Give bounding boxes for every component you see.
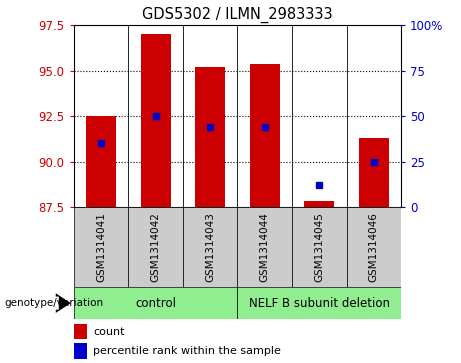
Text: GSM1314046: GSM1314046 — [369, 212, 379, 282]
Bar — [74, 343, 87, 359]
Text: count: count — [94, 327, 125, 337]
Text: genotype/variation: genotype/variation — [5, 298, 104, 308]
Bar — [292, 207, 347, 287]
Bar — [304, 201, 334, 207]
Text: GSM1314045: GSM1314045 — [314, 212, 324, 282]
Bar — [86, 116, 116, 207]
Bar — [74, 287, 237, 319]
Bar — [250, 65, 280, 207]
Bar — [141, 34, 171, 207]
Bar — [195, 67, 225, 207]
Bar — [74, 324, 87, 339]
Text: GSM1314042: GSM1314042 — [151, 212, 160, 282]
Bar — [237, 207, 292, 287]
Bar — [347, 207, 401, 287]
Text: percentile rank within the sample: percentile rank within the sample — [94, 346, 281, 356]
Bar — [359, 138, 389, 207]
Bar — [183, 207, 237, 287]
Title: GDS5302 / ILMN_2983333: GDS5302 / ILMN_2983333 — [142, 7, 333, 23]
Text: GSM1314044: GSM1314044 — [260, 212, 270, 282]
Text: GSM1314041: GSM1314041 — [96, 212, 106, 282]
FancyArrow shape — [56, 293, 71, 313]
Text: GSM1314043: GSM1314043 — [205, 212, 215, 282]
Text: control: control — [135, 297, 176, 310]
Bar — [74, 207, 128, 287]
Bar — [128, 207, 183, 287]
Bar — [237, 287, 401, 319]
Text: NELF B subunit deletion: NELF B subunit deletion — [249, 297, 390, 310]
